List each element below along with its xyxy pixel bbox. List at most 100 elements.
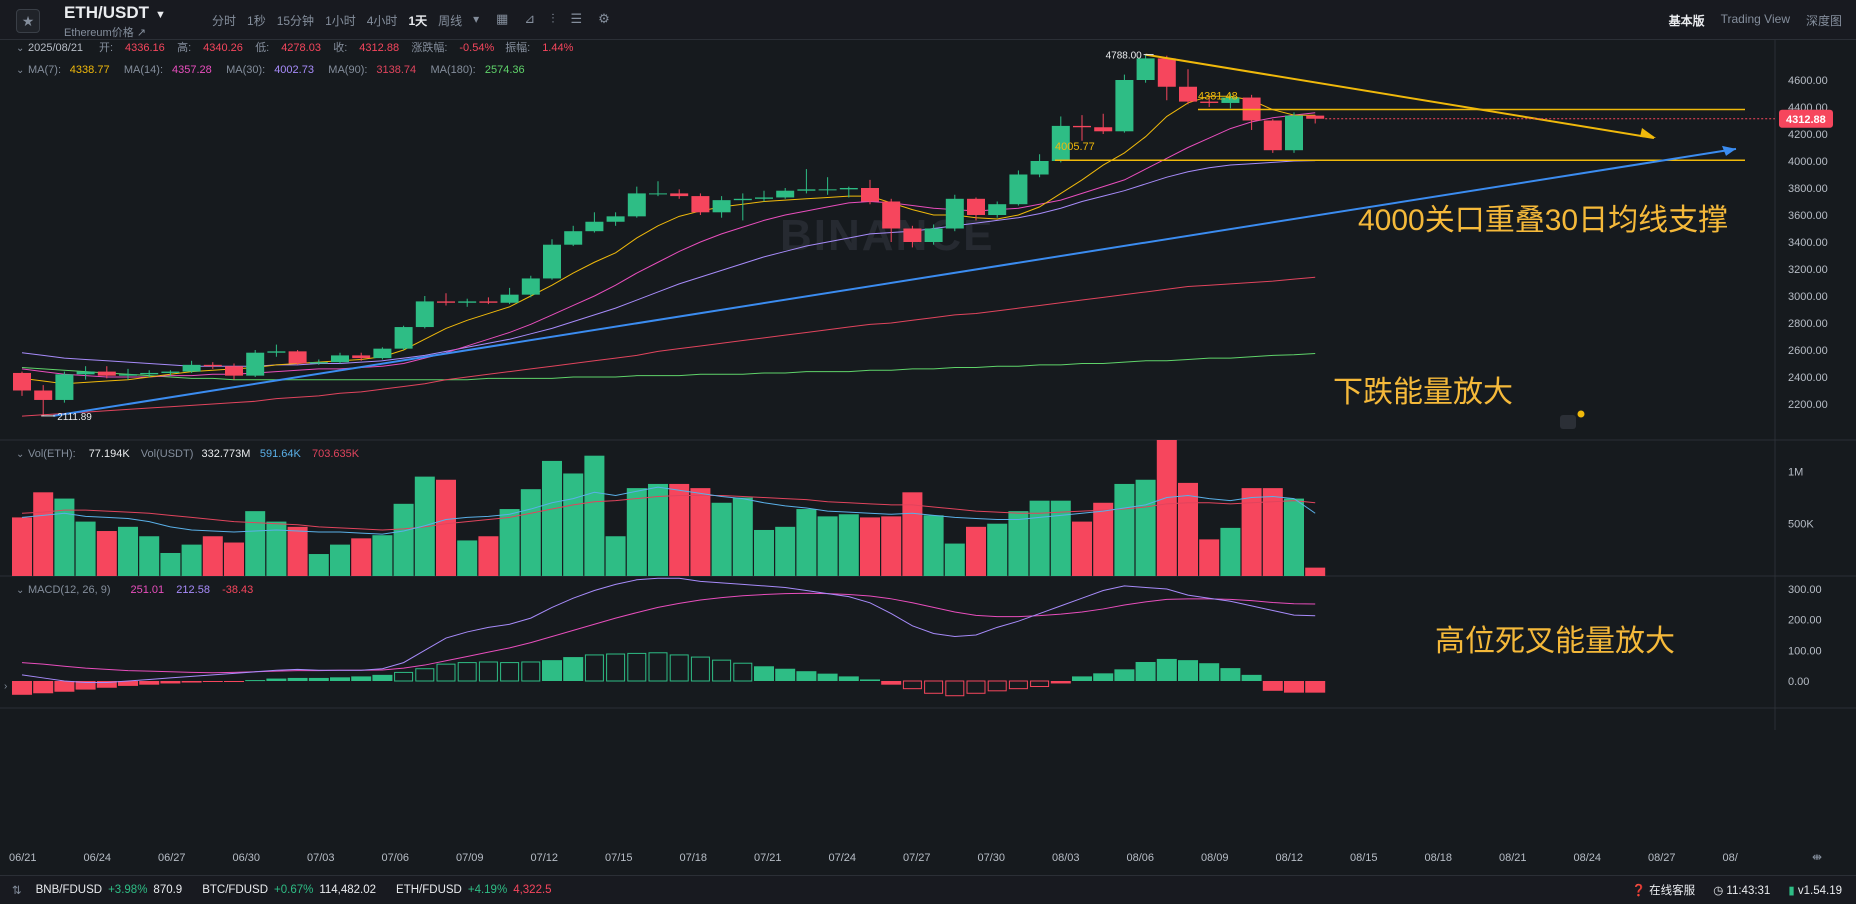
volume-bar [1135, 479, 1156, 576]
candlestick-chart[interactable]: BINANCE4600.004400.004200.004000.003800.… [0, 40, 1856, 875]
ma180-line [21, 352, 1316, 381]
interval-tab-1[interactable]: 1秒 [247, 14, 266, 28]
volume-bar [1305, 567, 1326, 576]
ticker-bnb[interactable]: BNB/FDUSD +3.98% 870.9 [35, 883, 183, 896]
date-axis-label: 07/03 [307, 852, 335, 864]
macd-histogram-bar [1008, 680, 1028, 690]
ma30-line [21, 160, 1316, 367]
volume-bar [711, 502, 732, 576]
interval-tab-5[interactable]: 1天 [408, 14, 428, 28]
macd-histogram-bar [308, 677, 329, 681]
candle-body [182, 364, 201, 372]
info-text: MA(30): [226, 64, 265, 76]
drawing-tools-icon[interactable]: ⊿ [524, 11, 536, 26]
candle-body [691, 196, 710, 213]
info-text: 332.773M [202, 448, 251, 460]
interval-tab-6[interactable]: 周线 [438, 14, 463, 28]
volume-bar [54, 498, 75, 576]
current-price-tag [1779, 109, 1833, 128]
price-axis-label: 3400.00 [1788, 237, 1828, 249]
volume-bar [1029, 500, 1050, 576]
macd-histogram-bar [712, 659, 732, 682]
info-text: 2574.36 [485, 64, 525, 76]
macd-histogram-bar [775, 668, 796, 681]
chart-area[interactable]: BINANCE 4600.00 4400.00 4200.00 4000.00 3800.… [0, 40, 1856, 875]
macd-histogram-bar [521, 661, 541, 682]
date-axis-label: 07/15 [605, 852, 633, 864]
chart-type-icon[interactable]: ⫶ [551, 11, 555, 26]
candle-body [712, 200, 731, 213]
status-right: ❓ 在线客服 ◷ 11:43:31 ▮ v1.54.19 [1632, 876, 1842, 904]
date-axis-label: 07/24 [829, 852, 857, 864]
volume-bar [478, 536, 499, 576]
macd-histogram-bar [733, 662, 753, 682]
pair-subtitle[interactable]: Ethereum价格 ↗ [64, 27, 146, 39]
volume-bar [224, 542, 244, 576]
info-text: 振幅: [505, 40, 530, 54]
indicator-icon[interactable]: ▦ [496, 11, 509, 26]
candle-body [373, 348, 392, 359]
interval-tab-3[interactable]: 1小时 [325, 14, 356, 28]
candle-body [500, 294, 519, 303]
candle-body [670, 193, 689, 197]
macd-axis-label: 0.00 [1788, 676, 1809, 688]
collapse-caret-icon: ⌄ [16, 585, 24, 596]
date-axis-label: 07/21 [754, 852, 782, 864]
volume-bar [1220, 527, 1241, 576]
volume-bar [160, 552, 181, 576]
volume-bar [817, 516, 838, 576]
price-axis-label: 2600.00 [1788, 345, 1828, 357]
candle-body [119, 374, 137, 376]
ticker-eth[interactable]: ETH/FDUSD +4.19% 4,322.5 [396, 883, 552, 896]
interval-tab-4[interactable]: 4小时 [366, 14, 398, 28]
favorite-star-icon[interactable]: ★ [16, 9, 40, 33]
info-text: 212.58 [176, 584, 210, 596]
volume-bar [796, 509, 817, 576]
macd-info-row: MACD(12, 26, 9) 251.01 212.58 -38.43 [28, 584, 253, 596]
macd-histogram-bar [627, 652, 647, 682]
macd-histogram-bar [394, 671, 414, 682]
macd-histogram-bar [139, 681, 160, 685]
date-axis-label: 07/06 [382, 852, 410, 864]
collapse-caret-icon: ⌄ [16, 449, 24, 460]
macd-histogram-bar [1114, 669, 1135, 681]
macd-histogram-bar [33, 681, 54, 694]
volume-bar [96, 531, 117, 576]
macd-histogram-bar [817, 673, 838, 681]
macd-histogram-bar [1093, 673, 1114, 681]
candle-body [988, 204, 1007, 215]
macd-histogram-bar [1072, 676, 1092, 681]
volume-annotation: 下跌能量放大 [1333, 376, 1513, 409]
current-price-value: 4312.88 [1786, 114, 1826, 126]
macd-histogram-bar [1284, 681, 1304, 693]
view-tab-2[interactable]: 深度图 [1805, 14, 1842, 28]
info-text: 591.64K [260, 448, 302, 460]
interval-tab-0[interactable]: 分时 [212, 14, 237, 28]
candle-body [394, 327, 413, 349]
pair-selector[interactable]: ETH/USDT ▼ [64, 3, 166, 23]
info-text: 3138.74 [376, 64, 416, 76]
info-text: 4278.03 [281, 42, 321, 54]
volume-bar [1284, 498, 1304, 576]
ticker-btc[interactable]: BTC/FDUSD +0.67% 114,482.02 [202, 883, 377, 896]
settings-gear-icon[interactable]: ⚙ [598, 11, 610, 26]
macd-histogram-bar [457, 662, 477, 682]
macd-histogram-bar [436, 663, 456, 682]
date-axis-label: 08/12 [1276, 852, 1304, 864]
volume-bar [499, 509, 520, 576]
candle-body [288, 351, 307, 364]
interval-tab-2[interactable]: 15分钟 [276, 14, 315, 28]
candle-body [1030, 161, 1049, 175]
macd-histogram-bar [1050, 681, 1071, 684]
view-tab-1[interactable]: Trading View [1720, 12, 1790, 26]
volume-bar [1156, 440, 1177, 576]
layout-icon[interactable]: ☰ [570, 11, 583, 26]
volume-bar [457, 540, 478, 576]
view-tab-0[interactable]: 基本版 [1668, 14, 1705, 28]
more-intervals-icon[interactable]: ▾ [473, 12, 480, 26]
info-text: 高: [177, 40, 191, 54]
online-support-link[interactable]: ❓ 在线客服 [1631, 885, 1696, 897]
info-text: -0.54% [459, 42, 494, 54]
date-axis-label: 06/30 [233, 852, 261, 864]
price-axis-label: 4200.00 [1788, 129, 1828, 141]
